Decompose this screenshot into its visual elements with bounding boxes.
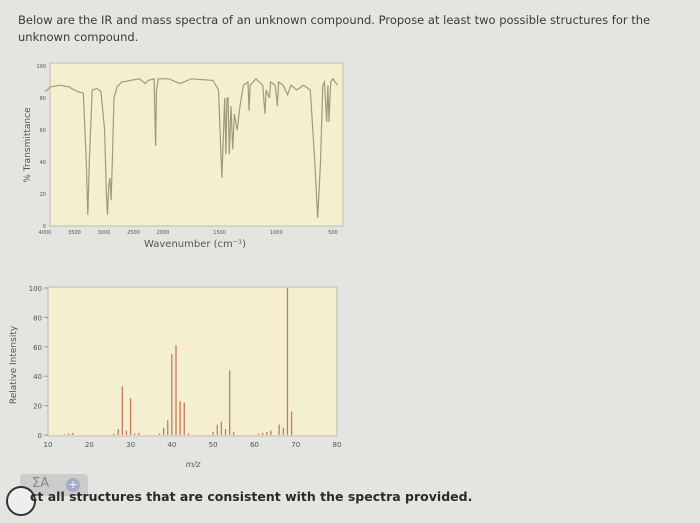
- ms-y-axis-label: Relative Intensity: [9, 325, 19, 404]
- ir-x-tick-label: 1000: [270, 230, 283, 236]
- ir-spectrum-trace: [44, 77, 338, 219]
- ms-x-tick-label: 60: [250, 441, 259, 449]
- ms-x-tick-label: 20: [85, 441, 94, 449]
- ir-y-axis-label: % Transmittance: [23, 107, 33, 183]
- ir-x-tick-label: 2500: [127, 230, 140, 236]
- formula-tool-label[interactable]: ΣA: [32, 476, 50, 491]
- ms-x-tick-label: 30: [126, 441, 135, 449]
- ms-y-tick-label: 80: [33, 314, 42, 322]
- ir-x-tick-label: 1500: [213, 230, 226, 236]
- question-text: Below are the IR and mass spectra of an …: [18, 13, 651, 44]
- answer-toolbar[interactable]: ΣA +: [20, 474, 88, 496]
- ms-plot-area: [47, 286, 338, 437]
- ms-y-tick-label: 100: [29, 285, 42, 293]
- ms-x-tick-label: 80: [333, 441, 342, 449]
- ir-x-tick-label: 2000: [157, 230, 170, 236]
- instruction-text: ct all structures that are consistent wi…: [30, 489, 473, 504]
- ir-y-tick-label: 40: [40, 160, 46, 166]
- ir-y-tick-label: 100: [36, 64, 46, 70]
- ms-y-tick-label: 40: [33, 373, 42, 381]
- ir-x-tick-label: 500: [328, 230, 338, 236]
- ir-plot-area: [49, 62, 344, 227]
- ms-x-tick-label: 70: [291, 441, 300, 449]
- ir-y-tick-label: 20: [40, 192, 46, 198]
- cursor-icon: [6, 486, 36, 516]
- ms-x-tick-label: 10: [44, 441, 53, 449]
- ir-x-axis-label: Wavenumber (cm⁻¹): [144, 239, 246, 250]
- add-icon[interactable]: +: [66, 478, 80, 492]
- ir-y-tick-label: 80: [40, 96, 46, 102]
- ir-y-tick-label: 60: [40, 128, 46, 134]
- ms-x-tick-label: 50: [209, 441, 218, 449]
- ir-x-tick-label: 4000: [39, 230, 52, 236]
- ms-y-tick-label: 20: [33, 403, 42, 411]
- ir-x-tick-label: 3500: [68, 230, 81, 236]
- ms-y-tick-label: 0: [38, 432, 42, 440]
- ms-y-tick-label: 60: [33, 344, 42, 352]
- ms-x-axis-label: m/z: [186, 460, 201, 469]
- ms-x-tick-label: 40: [167, 441, 176, 449]
- ir-y-tick-label: 0: [43, 224, 46, 230]
- ir-x-tick-label: 3000: [98, 230, 111, 236]
